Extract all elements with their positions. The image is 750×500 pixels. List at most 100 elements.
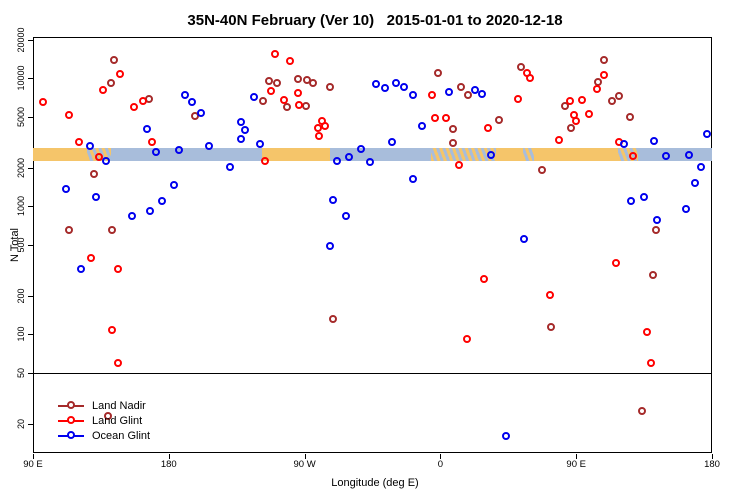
data-point-ocean-glint (619, 140, 628, 149)
data-point-ocean-glint (342, 211, 351, 220)
y-axis-tick (28, 206, 33, 208)
data-point-land-nadir (494, 116, 503, 125)
x-axis-tick-label: 90 W (293, 459, 316, 470)
legend-item-land-glint: Land Glint (58, 413, 150, 428)
data-point-land-glint (592, 85, 601, 94)
data-point-land-nadir (561, 102, 570, 111)
data-point-ocean-glint (470, 86, 479, 95)
data-point-land-glint (577, 96, 586, 105)
data-point-ocean-glint (408, 175, 417, 184)
chart-title: 35N-40N February (Ver 10) 2015-01-01 to … (187, 12, 563, 29)
data-point-ocean-glint (684, 151, 693, 160)
y-axis-tick-label: 100 (16, 326, 26, 342)
data-point-land-nadir (517, 63, 526, 72)
data-point-ocean-glint (226, 163, 235, 172)
land-ocean-band-segment (496, 148, 524, 161)
land-ocean-band-segment (33, 148, 88, 161)
y-axis-tick (28, 78, 33, 80)
land-ocean-band-segment (330, 148, 432, 161)
data-point-ocean-glint (146, 207, 155, 216)
y-axis-tick (28, 245, 33, 246)
data-point-ocean-glint (399, 83, 408, 92)
y-axis-tick (28, 117, 33, 118)
data-point-land-glint (313, 124, 322, 133)
data-point-land-nadir (106, 79, 115, 88)
data-point-ocean-glint (333, 157, 342, 166)
data-point-ocean-glint (76, 265, 85, 274)
data-point-land-glint (321, 122, 330, 131)
data-point-land-glint (628, 152, 637, 161)
land-glint-marker-icon (58, 416, 84, 425)
data-point-land-nadir (651, 226, 660, 235)
data-point-land-glint (114, 265, 123, 274)
data-point-land-glint (99, 86, 108, 95)
ocean-glint-marker-icon (58, 431, 84, 440)
data-point-ocean-glint (170, 181, 179, 190)
legend-label-land-nadir: Land Nadir (92, 399, 146, 412)
land-ocean-band-segment (533, 148, 619, 161)
legend: Land Nadir Land Glint Ocean Glint (58, 398, 150, 443)
data-point-land-nadir (103, 411, 112, 420)
data-point-ocean-glint (143, 125, 152, 134)
data-point-land-glint (295, 101, 304, 110)
data-point-land-nadir (293, 75, 302, 84)
data-point-land-nadir (64, 226, 73, 235)
land-ocean-band-segment (431, 148, 497, 161)
data-point-ocean-glint (381, 84, 390, 93)
x-axis-tick (33, 454, 34, 459)
data-point-land-nadir (637, 406, 646, 415)
data-point-ocean-glint (662, 152, 671, 161)
data-point-ocean-glint (102, 157, 111, 166)
y-axis-tick-label: 20 (16, 418, 26, 429)
data-point-land-glint (94, 153, 103, 162)
data-point-ocean-glint (478, 90, 487, 99)
plot-area-border (33, 37, 712, 453)
data-point-land-nadir (464, 91, 473, 100)
x-axis-tick-label: 180 (704, 459, 720, 470)
x-axis-tick-label: 0 (437, 459, 444, 470)
data-point-ocean-glint (372, 80, 381, 89)
data-point-land-nadir (325, 83, 334, 92)
data-point-land-nadir (456, 83, 465, 92)
data-point-land-glint (441, 114, 450, 123)
data-point-land-nadir (265, 77, 274, 86)
data-point-land-glint (108, 325, 117, 334)
data-point-land-glint (114, 359, 123, 368)
y-axis-title: N Total (9, 227, 21, 263)
data-point-ocean-glint (502, 431, 511, 440)
data-point-ocean-glint (487, 151, 496, 160)
data-point-land-glint (115, 69, 124, 78)
data-point-land-glint (138, 97, 147, 106)
data-point-ocean-glint (408, 91, 417, 100)
data-point-land-glint (286, 57, 295, 66)
data-point-ocean-glint (627, 196, 636, 205)
land-ocean-band-segment (638, 148, 712, 161)
data-point-land-glint (571, 117, 580, 126)
land-ocean-band-segment (262, 148, 331, 161)
legend-label-land-glint: Land Glint (92, 414, 143, 427)
data-point-land-nadir (600, 56, 609, 65)
data-point-land-nadir (615, 92, 624, 101)
data-point-ocean-glint (690, 179, 699, 188)
data-point-land-nadir (449, 125, 458, 134)
data-point-land-glint (455, 161, 464, 170)
data-point-land-glint (147, 138, 156, 147)
data-point-land-glint (555, 136, 563, 145)
x-axis-tick (168, 454, 170, 459)
data-point-ocean-glint (681, 205, 690, 214)
data-point-land-nadir (434, 68, 443, 77)
data-point-ocean-glint (236, 118, 245, 127)
data-point-ocean-glint (180, 91, 189, 100)
land-nadir-marker-icon (58, 401, 84, 410)
data-point-land-glint (431, 114, 440, 123)
data-point-ocean-glint (366, 158, 375, 167)
x-axis-tick-label: 180 (160, 459, 177, 470)
data-point-land-glint (526, 74, 535, 83)
data-point-land-glint (260, 157, 269, 166)
data-point-land-glint (479, 275, 488, 284)
data-point-land-glint (75, 138, 84, 147)
data-point-ocean-glint (158, 196, 167, 205)
data-point-ocean-glint (417, 122, 426, 131)
